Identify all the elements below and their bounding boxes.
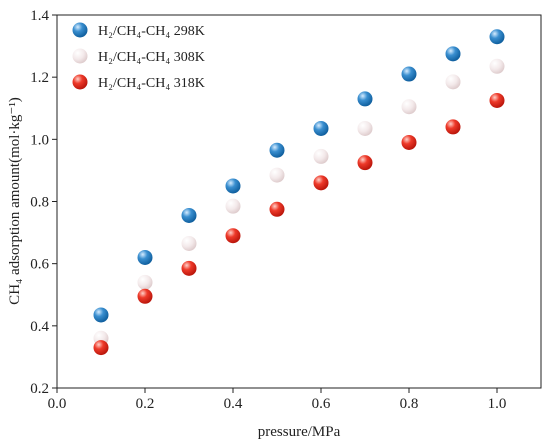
legend-marker xyxy=(72,48,88,64)
x-axis-ticks: 0.0 0.2 0.4 0.6 0.8 1.0 xyxy=(48,388,507,412)
y-tick-label: 1.4 xyxy=(30,8,49,24)
data-point-series-1 xyxy=(269,142,285,158)
y-tick-label: 1.0 xyxy=(30,132,49,148)
data-point-series-3 xyxy=(269,201,285,217)
data-point-series-3 xyxy=(181,260,197,276)
legend: H₂/CH₄-CH₄ 298K H₂/CH₄-CH₄ 308K H₂/CH₄-CH₄… xyxy=(72,22,205,91)
legend-label: H₂/CH₄-CH₄ 298K xyxy=(98,24,205,39)
data-point-series-3 xyxy=(357,155,373,171)
data-point-series-3 xyxy=(445,119,461,135)
data-point-series-2 xyxy=(489,58,505,74)
data-point-series-1 xyxy=(137,249,153,265)
data-point-series-2 xyxy=(137,274,153,290)
data-point-series-3 xyxy=(137,288,153,304)
data-point-series-2 xyxy=(445,74,461,90)
y-axis-label: CH₄ adsorption amount(mol·kg⁻¹) xyxy=(7,97,23,305)
x-tick-label: 0.2 xyxy=(136,396,155,412)
y-axis-ticks: 0.2 0.4 0.6 0.8 1.0 1.2 1.4 xyxy=(30,8,57,397)
data-point-series-1 xyxy=(225,178,241,194)
data-point-series-1 xyxy=(401,66,417,82)
y-tick-label: 0.6 xyxy=(30,257,49,273)
data-point-series-2 xyxy=(401,99,417,115)
plot-frame xyxy=(56,14,542,389)
legend-marker xyxy=(72,22,88,38)
data-point-series-2 xyxy=(357,120,373,136)
data-point-series-1 xyxy=(357,91,373,107)
y-tick-label: 0.4 xyxy=(30,319,49,335)
data-point-series-2 xyxy=(313,148,329,164)
data-point-series-2 xyxy=(225,198,241,214)
data-point-series-3 xyxy=(313,175,329,191)
data-point-series-3 xyxy=(401,134,417,150)
y-tick-label: 0.8 xyxy=(30,195,49,211)
x-tick-label: 0.0 xyxy=(48,396,67,412)
data-points xyxy=(93,29,505,356)
x-tick-label: 0.8 xyxy=(400,396,419,412)
x-tick-label: 0.6 xyxy=(312,396,331,412)
data-point-series-1 xyxy=(445,46,461,62)
data-point-series-1 xyxy=(93,307,109,323)
legend-marker xyxy=(72,74,88,90)
data-point-series-1 xyxy=(181,207,197,223)
data-point-series-2 xyxy=(181,235,197,251)
y-tick-label: 1.2 xyxy=(30,70,49,86)
data-point-series-3 xyxy=(93,340,109,356)
y-tick-label: 0.2 xyxy=(30,381,49,397)
legend-label: H₂/CH₄-CH₄ 308K xyxy=(98,50,205,65)
data-point-series-2 xyxy=(269,167,285,183)
x-axis-label: pressure/MPa xyxy=(258,424,341,440)
data-point-series-3 xyxy=(489,92,505,108)
legend-label: H₂/CH₄-CH₄ 318K xyxy=(98,76,205,91)
data-point-series-1 xyxy=(313,120,329,136)
data-point-series-1 xyxy=(489,29,505,45)
data-point-series-3 xyxy=(225,228,241,244)
x-tick-label: 0.4 xyxy=(224,396,243,412)
x-tick-label: 1.0 xyxy=(488,396,507,412)
